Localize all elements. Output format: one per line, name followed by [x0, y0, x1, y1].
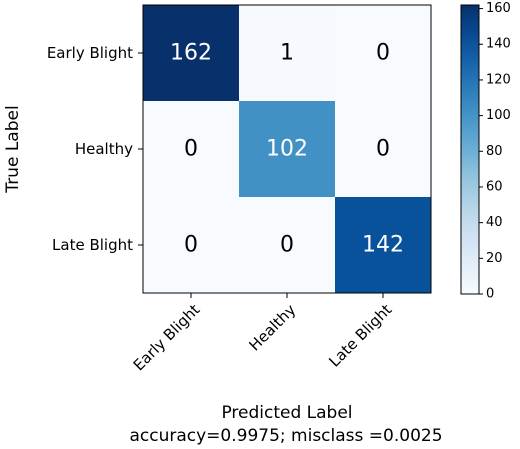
- accuracy-footer: accuracy=0.9975; misclass =0.0025: [129, 426, 442, 446]
- colorbar-tick-label: 20: [486, 251, 503, 266]
- colorbar-tick-label: 80: [486, 144, 503, 159]
- x-tick-label: Late Blight: [325, 301, 395, 371]
- cell-value-label: 102: [266, 137, 308, 162]
- colorbar: [460, 4, 480, 295]
- cell-value-label: 1: [280, 41, 294, 66]
- heatmap-cell: [143, 197, 239, 293]
- heatmap-cell: [239, 5, 335, 101]
- colorbar-tick-label: 60: [486, 179, 503, 194]
- heatmap-cell: [335, 197, 431, 293]
- x-tick-label: Healthy: [246, 301, 300, 355]
- x-tick-label: Early Blight: [130, 301, 204, 375]
- cell-value-label: 0: [376, 41, 390, 66]
- y-tick-label: Healthy: [75, 140, 133, 158]
- heatmap-cell: [239, 197, 335, 293]
- colorbar-tick-label: 0: [486, 287, 494, 302]
- heatmap-cell: [335, 5, 431, 101]
- y-axis-label: True Label: [3, 105, 23, 193]
- colorbar-ticks: 0 20 40 60 80 100 120 140 160: [479, 1, 511, 302]
- cell-value-label: 0: [184, 137, 198, 162]
- cell-value-label: 142: [362, 233, 404, 258]
- y-tick-label: Late Blight: [52, 236, 133, 254]
- heatmap-cell: [335, 101, 431, 197]
- y-tick-label: Early Blight: [47, 44, 133, 62]
- cell-value-label: 0: [184, 233, 198, 258]
- cell-value-label: 162: [170, 41, 212, 66]
- heatmap-cell: [143, 101, 239, 197]
- heatmap-cells: [143, 5, 431, 293]
- colorbar-tick-label: 160: [486, 1, 511, 16]
- y-axis-ticks: Early Blight Healthy Late Blight: [47, 44, 143, 254]
- heatmap-cell-values: 162 1 0 0 102 0 0 0 142: [170, 41, 404, 258]
- colorbar-tick-label: 120: [486, 72, 511, 87]
- x-axis-label: Predicted Label: [221, 403, 352, 423]
- colorbar-tick-label: 100: [486, 108, 511, 123]
- colorbar-tick-label: 40: [486, 215, 503, 230]
- colorbar-tick-label: 140: [486, 37, 511, 52]
- cell-value-label: 0: [280, 233, 294, 258]
- x-axis-ticks: Early Blight Healthy Late Blight: [130, 293, 395, 375]
- heatmap-cell: [239, 101, 335, 197]
- cell-value-label: 0: [376, 137, 390, 162]
- heatmap-cell: [143, 5, 239, 101]
